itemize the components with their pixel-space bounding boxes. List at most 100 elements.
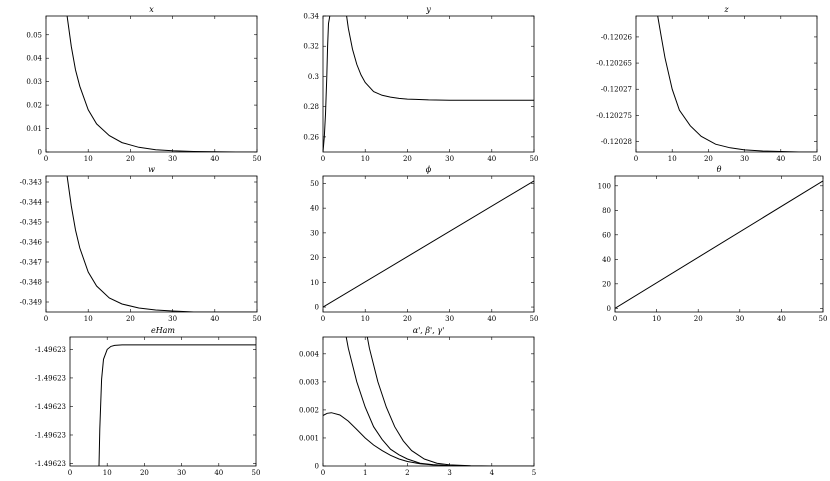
series-line xyxy=(98,344,256,466)
x-tick-label: 3 xyxy=(447,469,451,477)
x-tick-label: 10 xyxy=(361,155,370,163)
series-line xyxy=(346,16,534,101)
y-tick-label: 40 xyxy=(602,256,611,264)
y-tick-label: 0.003 xyxy=(299,378,319,386)
y-tick-label: -0.347 xyxy=(20,259,42,267)
series-line xyxy=(657,16,817,152)
plot-panel-4: ϕ 0 10 20 30 40 50 0 10 20 30 40 50 xyxy=(310,165,538,323)
y-tick-label: -0.346 xyxy=(20,239,43,247)
y-tick-label: -0.349 xyxy=(20,299,42,307)
x-tick-label: 30 xyxy=(735,315,744,323)
y-tick-label: 20 xyxy=(602,280,611,288)
plot-panel-6: eHam 0 10 20 30 40 50 -1.49623 -1.49623 -1.49623 -… xyxy=(35,326,261,477)
plot-title: eHam xyxy=(151,326,175,335)
x-tick-label: 30 xyxy=(168,315,177,323)
y-tick-label: 0.32 xyxy=(303,43,319,51)
y-tick-label: -1.49623 xyxy=(35,431,66,439)
series-line xyxy=(66,16,257,152)
y-tick-label: -1.49623 xyxy=(35,460,66,468)
y-tick-label: -0.120265 xyxy=(596,60,632,68)
y-tick-label: -0.343 xyxy=(20,179,42,187)
y-tick-label: 10 xyxy=(310,279,319,287)
plot-panel-0: x 0 10 20 30 40 50 0 0.01 0.02 0.03 0.04 0.05 xyxy=(26,5,261,163)
x-tick-label: 4 xyxy=(490,469,495,477)
plot-title: θ xyxy=(717,165,722,174)
x-tick-label: 30 xyxy=(177,469,186,477)
plot-frame xyxy=(69,336,257,467)
x-tick-label: 50 xyxy=(252,469,261,477)
y-tick-label: -0.12027 xyxy=(601,86,632,94)
y-tick-label: -1.49623 xyxy=(35,403,66,411)
y-tick-label: 40 xyxy=(310,205,319,213)
x-tick-label: 0 xyxy=(44,155,48,163)
x-tick-label: 30 xyxy=(168,155,177,163)
plot-panel-1: y 0 10 20 30 40 50 0.26 0.28 0.3 0.32 0.34 xyxy=(303,5,538,163)
plot-frame xyxy=(635,15,818,153)
x-tick-label: 0 xyxy=(634,155,638,163)
y-tick-label: 0 xyxy=(607,305,611,313)
series-line xyxy=(366,337,534,466)
x-tick-label: 2 xyxy=(405,469,409,477)
y-tick-label: 0.3 xyxy=(308,73,319,81)
y-tick-label: -0.348 xyxy=(20,279,42,287)
x-tick-label: 50 xyxy=(530,315,539,323)
y-tick-label: 50 xyxy=(310,180,319,188)
series-line xyxy=(615,180,823,309)
x-tick-label: 30 xyxy=(445,315,454,323)
series-line xyxy=(66,176,257,312)
plot-frame xyxy=(614,175,824,313)
x-tick-label: 10 xyxy=(84,315,93,323)
y-tick-label: 0.001 xyxy=(299,434,319,442)
y-tick-label: 0.01 xyxy=(26,125,42,133)
plot-title: w xyxy=(148,165,155,174)
plot-panel-3: w 0 10 20 30 40 50 -0.343 -0.344 -0.345 -0.346 -0.3… xyxy=(20,165,262,323)
x-tick-label: 20 xyxy=(403,315,412,323)
plot-frame xyxy=(322,336,535,467)
x-tick-label: 0 xyxy=(613,315,617,323)
y-tick-label: 100 xyxy=(598,182,611,190)
y-tick-label: 60 xyxy=(602,231,611,239)
y-tick-label: 0.34 xyxy=(303,13,319,21)
plot-panel-7: α', β', γ' 0 1 2 3 4 5 0 0.001 0.002 0.003 0.004 xyxy=(299,326,536,477)
y-tick-label: 0 xyxy=(38,149,42,157)
x-tick-label: 50 xyxy=(253,155,262,163)
plot-frame xyxy=(322,15,535,153)
plot-title: x xyxy=(149,5,154,14)
plot-panel-2: z 0 10 20 30 40 50 -0.12026 -0.120265 -0.12027 -0.… xyxy=(596,5,821,163)
x-tick-label: 30 xyxy=(740,155,749,163)
x-tick-label: 20 xyxy=(126,155,135,163)
plot-title: y xyxy=(425,5,431,14)
x-tick-label: 40 xyxy=(210,315,219,323)
series-line xyxy=(323,180,534,308)
y-tick-label: -1.49623 xyxy=(35,346,66,354)
y-tick-label: 0.004 xyxy=(299,350,320,358)
x-tick-label: 10 xyxy=(84,155,93,163)
x-tick-label: 10 xyxy=(668,155,677,163)
x-tick-label: 0 xyxy=(321,155,325,163)
x-tick-label: 5 xyxy=(532,469,536,477)
y-tick-label: -0.120275 xyxy=(596,112,632,120)
x-tick-label: 0 xyxy=(321,315,325,323)
y-tick-label: -0.12028 xyxy=(601,138,632,146)
y-tick-label: -0.345 xyxy=(20,219,42,227)
y-tick-label: 30 xyxy=(310,229,319,237)
x-tick-label: 20 xyxy=(403,155,412,163)
x-tick-label: 20 xyxy=(694,315,703,323)
series-line xyxy=(345,337,534,466)
x-tick-label: 50 xyxy=(819,315,828,323)
y-tick-label: 0.28 xyxy=(303,103,319,111)
x-tick-label: 40 xyxy=(487,315,496,323)
plot-title: ϕ xyxy=(426,165,432,174)
y-tick-label: 0.04 xyxy=(26,55,42,63)
y-tick-label: 0 xyxy=(315,463,319,471)
y-tick-label: -1.49623 xyxy=(35,374,66,382)
series-line xyxy=(323,412,534,466)
plot-title: α', β', γ' xyxy=(413,326,445,335)
x-tick-label: 20 xyxy=(140,469,149,477)
y-tick-label: -0.12026 xyxy=(601,33,633,41)
x-tick-label: 10 xyxy=(361,315,370,323)
plot-frame xyxy=(322,175,535,313)
y-tick-label: -0.344 xyxy=(20,199,43,207)
plot-frame xyxy=(45,175,258,313)
